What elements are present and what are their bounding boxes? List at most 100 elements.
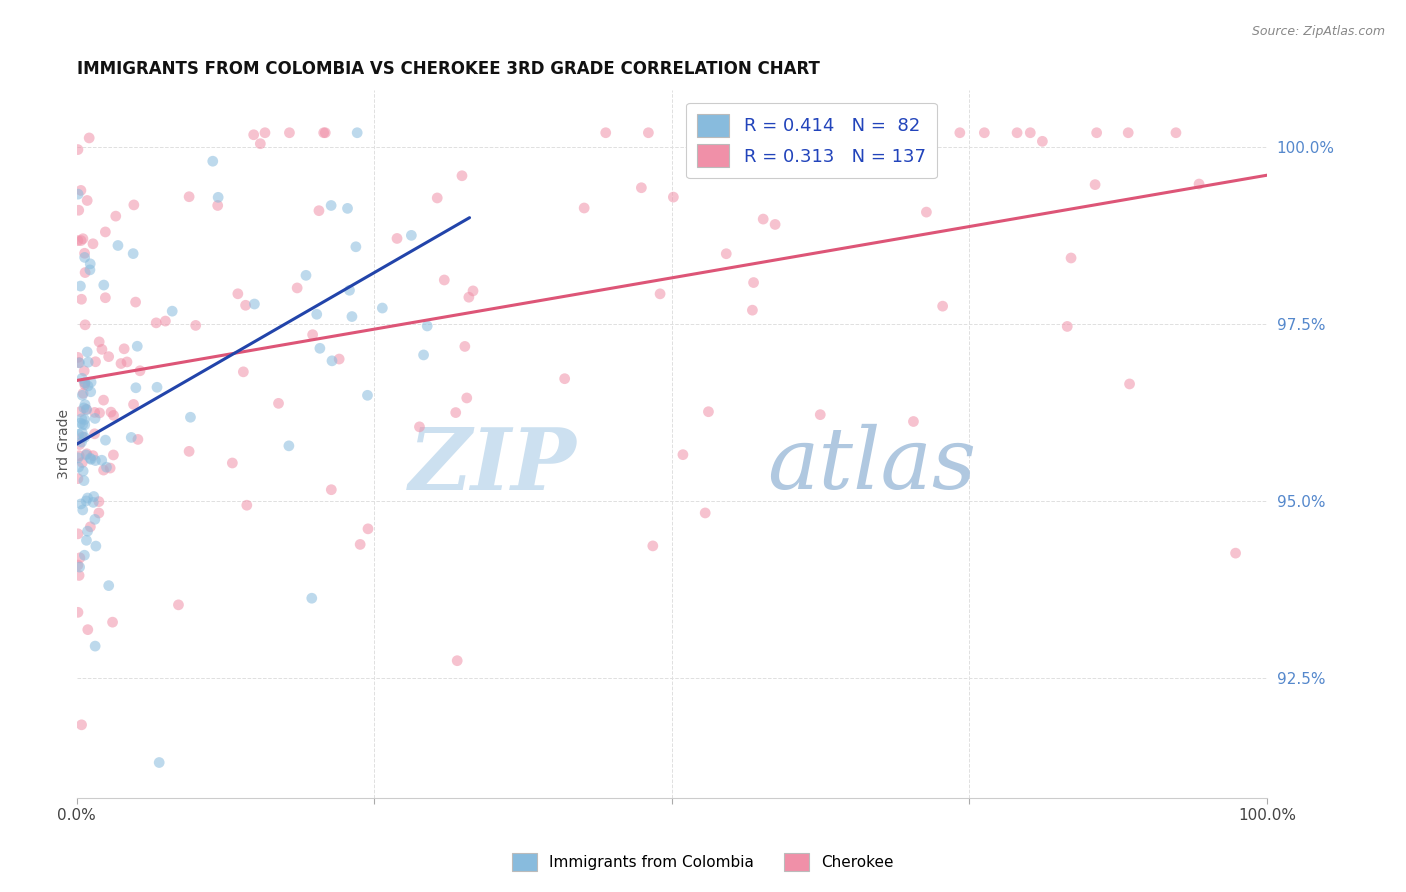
Text: ZIP: ZIP <box>409 424 576 508</box>
Point <box>66 605 89 619</box>
Point <box>89 334 111 349</box>
Point <box>66 450 89 465</box>
Point <box>73 412 96 426</box>
Point <box>73 548 96 562</box>
Point <box>66 234 89 248</box>
Point <box>70 234 93 248</box>
Point <box>69 437 91 451</box>
Point <box>107 238 129 252</box>
Point <box>321 354 343 368</box>
Point <box>73 417 96 432</box>
Point <box>76 524 98 538</box>
Point <box>433 273 456 287</box>
Point <box>456 391 478 405</box>
Point <box>243 297 266 311</box>
Point <box>67 187 90 202</box>
Point <box>446 654 468 668</box>
Point <box>70 292 93 306</box>
Point <box>76 447 98 461</box>
Point <box>73 376 96 390</box>
Point <box>73 376 96 390</box>
Point <box>103 448 125 462</box>
Point <box>973 126 995 140</box>
Point <box>93 393 115 408</box>
Point <box>451 169 474 183</box>
Point <box>371 301 394 315</box>
Point <box>1225 546 1247 560</box>
Point <box>356 388 378 402</box>
Point <box>1056 319 1078 334</box>
Legend: R = 0.414   N =  82, R = 0.313   N = 137: R = 0.414 N = 82, R = 0.313 N = 137 <box>686 103 936 178</box>
Point <box>808 408 831 422</box>
Point <box>77 355 100 369</box>
Point <box>122 397 145 411</box>
Point <box>79 263 101 277</box>
Point <box>90 453 112 467</box>
Point <box>401 228 423 243</box>
Point <box>98 461 121 475</box>
Point <box>278 126 301 140</box>
Point <box>66 472 89 486</box>
Point <box>454 339 477 353</box>
Point <box>70 411 93 425</box>
Point <box>82 449 104 463</box>
Point <box>67 355 90 369</box>
Point <box>110 357 132 371</box>
Point <box>97 579 120 593</box>
Point <box>357 522 380 536</box>
Text: IMMIGRANTS FROM COLOMBIA VS CHEROKEE 3RD GRADE CORRELATION CHART: IMMIGRANTS FROM COLOMBIA VS CHEROKEE 3RD… <box>77 60 820 78</box>
Point <box>79 520 101 534</box>
Point <box>125 381 148 395</box>
Point <box>80 375 103 389</box>
Point <box>72 388 94 402</box>
Legend: Immigrants from Colombia, Cherokee: Immigrants from Colombia, Cherokee <box>506 847 900 877</box>
Point <box>201 154 224 169</box>
Point <box>84 411 107 425</box>
Point <box>100 405 122 419</box>
Point <box>1060 251 1083 265</box>
Point <box>75 402 97 417</box>
Point <box>122 246 145 260</box>
Point <box>179 190 201 204</box>
Point <box>83 405 105 419</box>
Point <box>253 126 276 140</box>
Point <box>76 194 98 208</box>
Point <box>73 246 96 260</box>
Point <box>457 290 479 304</box>
Point <box>742 276 765 290</box>
Point <box>76 491 98 505</box>
Point <box>167 598 190 612</box>
Point <box>148 756 170 770</box>
Point <box>84 639 107 653</box>
Point <box>75 533 97 548</box>
Point <box>84 539 107 553</box>
Point <box>637 126 659 140</box>
Point <box>249 136 271 151</box>
Point <box>73 430 96 444</box>
Point <box>931 299 953 313</box>
Point <box>66 526 89 541</box>
Point <box>1116 126 1139 140</box>
Point <box>346 126 368 140</box>
Point <box>1118 376 1140 391</box>
Point <box>385 231 408 245</box>
Point <box>697 405 720 419</box>
Point <box>69 560 91 574</box>
Point <box>94 225 117 239</box>
Point <box>122 198 145 212</box>
Point <box>83 490 105 504</box>
Point <box>72 417 94 432</box>
Point <box>285 281 308 295</box>
Point <box>408 420 430 434</box>
Point <box>129 364 152 378</box>
Point <box>93 463 115 477</box>
Point <box>301 591 323 606</box>
Point <box>672 448 695 462</box>
Point <box>103 409 125 423</box>
Point <box>73 398 96 412</box>
Point <box>84 453 107 467</box>
Y-axis label: 3rd Grade: 3rd Grade <box>58 409 72 479</box>
Point <box>76 345 98 359</box>
Point <box>641 539 664 553</box>
Point <box>336 202 359 216</box>
